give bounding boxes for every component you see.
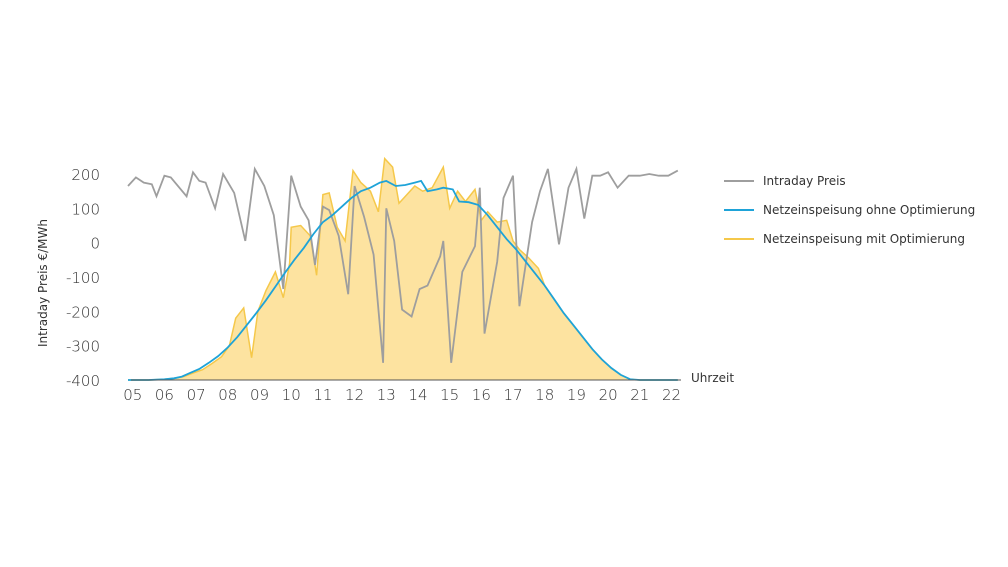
x-tick-label: 13 bbox=[377, 386, 396, 404]
x-tick-label: 15 bbox=[440, 386, 459, 404]
legend-label-mit-optimierung: Netzeinspeisung mit Optimierung bbox=[763, 232, 965, 246]
x-tick-labels: 05 06 07 08 09 10 11 12 13 14 15 16 17 18 19 20 21 22 bbox=[123, 386, 681, 404]
x-tick-label: 16 bbox=[472, 386, 491, 404]
y-axis-title: Intraday Preis €/MWh bbox=[36, 219, 50, 347]
y-tick-label: 200 bbox=[71, 166, 100, 184]
x-tick-label: 07 bbox=[187, 386, 206, 404]
x-tick-label: 09 bbox=[250, 386, 269, 404]
y-tick-label: 0 bbox=[90, 235, 100, 253]
series-ohne-optimierung-line bbox=[128, 179, 678, 381]
x-tick-label: 11 bbox=[313, 386, 332, 404]
x-tick-label: 18 bbox=[535, 386, 554, 404]
x-tick-label: 10 bbox=[282, 386, 301, 404]
x-tick-label: 21 bbox=[630, 386, 649, 404]
series-mit-optimierung-area bbox=[128, 158, 678, 380]
y-tick-label: -100 bbox=[66, 269, 100, 287]
legend-label-ohne-optimierung: Netzeinspeisung ohne Optimierung bbox=[763, 203, 975, 217]
legend-label-intraday-preis: Intraday Preis bbox=[763, 174, 846, 188]
x-tick-label: 20 bbox=[599, 386, 618, 404]
y-tick-label: -200 bbox=[66, 303, 100, 321]
x-tick-label: 14 bbox=[408, 386, 427, 404]
x-axis-title: Uhrzeit bbox=[691, 371, 734, 385]
y-tick-label: -400 bbox=[66, 372, 100, 390]
y-tick-label: -300 bbox=[66, 338, 100, 356]
x-tick-label: 19 bbox=[567, 386, 586, 404]
y-tick-labels: 200 100 0 -100 -200 -300 -400 bbox=[66, 166, 100, 390]
x-tick-label: 12 bbox=[345, 386, 364, 404]
series-intraday-preis-line bbox=[127, 165, 679, 363]
y-tick-label: 100 bbox=[71, 200, 100, 218]
x-tick-label: 05 bbox=[123, 386, 142, 404]
x-tick-label: 22 bbox=[662, 386, 681, 404]
legend: Intraday Preis Netzeinspeisung ohne Opti… bbox=[724, 174, 975, 246]
x-tick-label: 08 bbox=[218, 386, 237, 404]
x-tick-label: 06 bbox=[155, 386, 174, 404]
x-tick-label: 17 bbox=[503, 386, 522, 404]
